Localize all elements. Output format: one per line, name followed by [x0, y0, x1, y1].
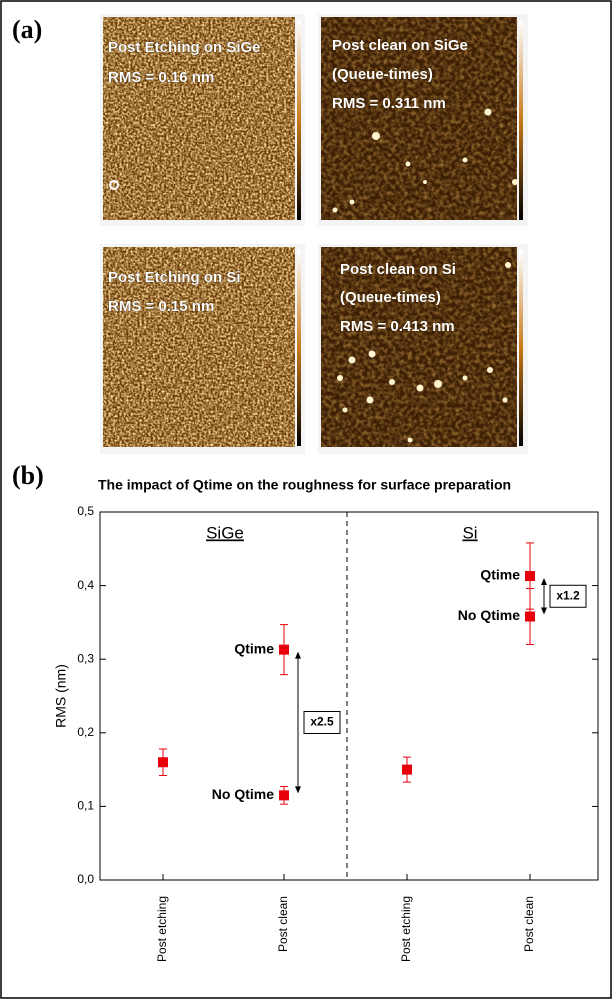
- image-caption: Post clean on SiGe: [332, 37, 468, 54]
- afm-image: [318, 14, 528, 226]
- x-tick-label: Post etching: [399, 896, 413, 962]
- image-caption: Post Etching on SiGe: [108, 39, 261, 56]
- point: [525, 611, 535, 622]
- afm-image: [100, 14, 305, 226]
- x-tick-label: Post clean: [522, 896, 536, 952]
- arrow-head: [295, 651, 301, 659]
- image-caption: Post clean on Si: [340, 261, 456, 278]
- image-caption: (Queue-times): [332, 66, 433, 83]
- x-tick-label: Post etching: [155, 896, 169, 962]
- y-tick-label: 0,5: [77, 504, 94, 518]
- panel-label: (b): [12, 461, 44, 490]
- arrow-head: [541, 607, 547, 615]
- chart-title: The impact of Qtime on the roughness for…: [98, 477, 511, 493]
- ratio-box: [303, 710, 341, 734]
- point: [402, 764, 412, 775]
- point-label: Qtime: [234, 640, 274, 656]
- point-label: No Qtime: [458, 607, 520, 623]
- ratio-label: x1.2: [556, 588, 580, 602]
- image-caption: (Queue-times): [340, 289, 441, 306]
- ratio-label: x2.5: [310, 715, 334, 729]
- plot-area: [99, 511, 599, 881]
- y-tick-label: 0,1: [77, 799, 94, 813]
- image-caption: RMS = 0.311 nm: [332, 95, 446, 112]
- panel-label: (a): [12, 15, 42, 44]
- x-tick-label: Post clean: [276, 896, 290, 952]
- arrow-head: [295, 786, 301, 794]
- point-label: No Qtime: [212, 786, 274, 802]
- point: [279, 644, 289, 655]
- afm-image: [100, 244, 305, 454]
- y-tick-label: 0,0: [77, 872, 94, 886]
- image-caption: RMS = 0.16 nm: [108, 69, 214, 86]
- image-caption: RMS = 0.413 nm: [340, 318, 455, 335]
- y-axis-label: RMS (nm): [53, 664, 69, 728]
- y-tick-label: 0,3: [77, 651, 94, 665]
- point: [525, 571, 535, 582]
- group-label: Si: [462, 523, 477, 542]
- afm-image: [318, 244, 528, 454]
- point: [279, 790, 289, 801]
- image-caption: Post Etching on Si: [108, 269, 241, 286]
- arrow-head: [541, 578, 547, 586]
- y-tick-label: 0,2: [77, 725, 94, 739]
- point-label: Qtime: [480, 567, 520, 583]
- point: [158, 757, 168, 768]
- ratio-box: [549, 584, 587, 608]
- group-label: SiGe: [206, 523, 244, 542]
- y-tick-label: 0,4: [77, 578, 94, 592]
- image-caption: RMS = 0.15 nm: [108, 298, 214, 315]
